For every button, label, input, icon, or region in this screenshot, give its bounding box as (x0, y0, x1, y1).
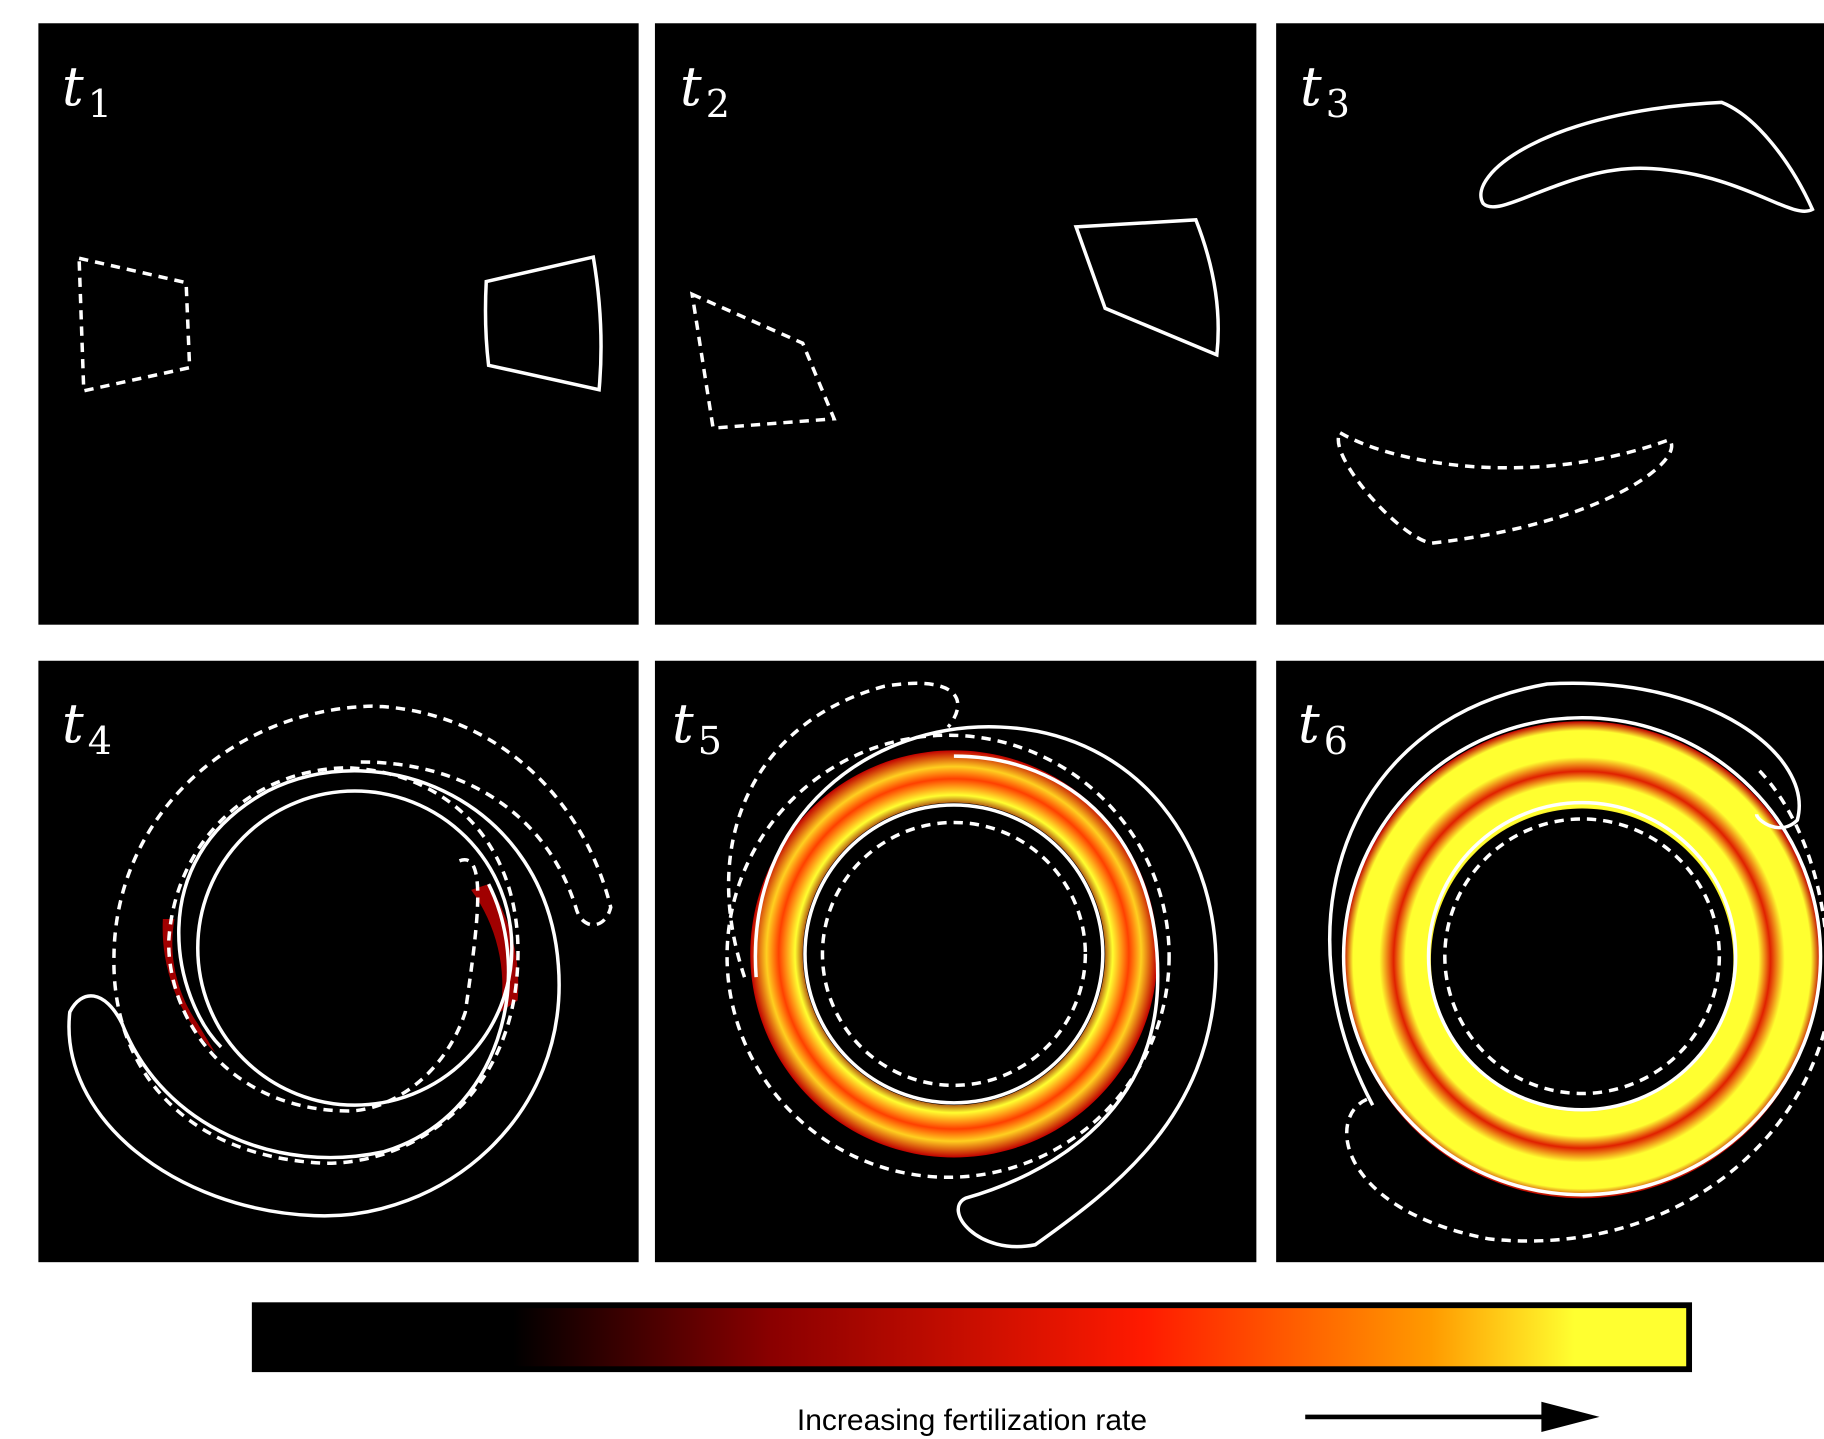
panel-index: 1 (88, 82, 112, 126)
panel-index: 3 (1326, 82, 1350, 126)
panel-symbol: t (1298, 692, 1320, 755)
panel-index: 6 (1324, 719, 1348, 763)
colorbar (255, 1305, 1689, 1369)
panel (655, 23, 1256, 624)
panel (38, 23, 638, 624)
figure: t1 t2 t3 t4 t5 t6 Increasing fertilizati… (0, 0, 1824, 1439)
arrow-head (1541, 1402, 1599, 1432)
panel (38, 661, 638, 1262)
panels (38, 23, 1824, 1432)
panel-index: 4 (88, 719, 112, 763)
panel-symbol: t (62, 55, 84, 118)
panel-symbol: t (1300, 55, 1322, 118)
colorbar-caption: Increasing fertilization rate (797, 1404, 1147, 1437)
panel-index: 2 (706, 82, 730, 126)
panel-symbol: t (62, 692, 84, 755)
panel-index: 5 (698, 719, 722, 763)
panel-symbol: t (680, 55, 702, 118)
panel-symbol: t (672, 692, 694, 755)
page: t1 t2 t3 t4 t5 t6 Increasing fertilizati… (0, 0, 1824, 1439)
